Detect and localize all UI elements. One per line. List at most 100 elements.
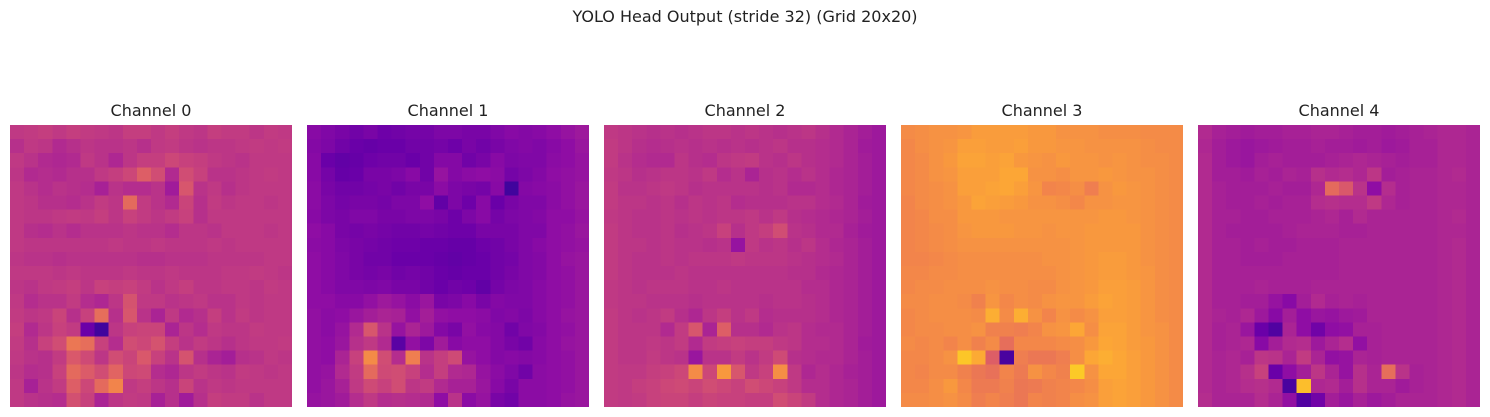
heatmap-cell [560, 181, 576, 196]
heatmap-cell [1126, 139, 1141, 154]
heatmap-cell [448, 266, 463, 281]
heatmap-cell [1353, 167, 1368, 182]
heatmap-cell [1324, 266, 1340, 281]
heatmap-cell [915, 195, 930, 210]
heatmap-cell [335, 181, 350, 196]
heatmap-cell [405, 266, 421, 281]
heatmap-cell [646, 336, 661, 351]
heatmap-cell [1296, 125, 1312, 140]
heatmap-cell [646, 237, 661, 253]
heatmap-cell [1212, 280, 1227, 295]
heatmap-cell [674, 195, 689, 210]
heatmap-cell [857, 195, 873, 210]
heatmap-cell [1451, 322, 1467, 337]
heatmap-cell [504, 266, 519, 281]
heatmap-cell [321, 139, 336, 154]
heatmap-cell [971, 336, 986, 351]
heatmap-cell [1070, 125, 1085, 140]
heatmap-cell [136, 378, 152, 394]
heatmap-cell [462, 153, 477, 168]
heatmap-cell [957, 181, 972, 196]
heatmap-cell [1070, 322, 1085, 337]
heatmap-cell [249, 308, 265, 323]
heatmap-cell [1423, 350, 1438, 365]
heatmap-cell [1042, 322, 1057, 337]
heatmap-cell [136, 153, 152, 168]
heatmap-cell [1226, 195, 1241, 210]
heatmap-cell [1126, 280, 1141, 295]
heatmap-cell [1381, 139, 1396, 154]
heatmap-cell [122, 378, 138, 394]
heatmap-cell [391, 322, 406, 337]
heatmap-cell [80, 308, 95, 323]
heatmap-cell [122, 322, 138, 337]
heatmap-cell [207, 392, 222, 407]
heatmap-cell [1437, 195, 1453, 210]
heatmap-cell [1112, 153, 1127, 168]
heatmap-cell [1042, 392, 1057, 407]
heatmap-cell [38, 237, 53, 253]
heatmap-cell [321, 153, 336, 168]
heatmap-cell [24, 294, 39, 309]
heatmap-cell [957, 195, 972, 210]
heatmap-cell [1268, 364, 1283, 380]
heatmap-cell [1042, 223, 1057, 239]
heatmap-cell [1437, 378, 1453, 394]
heatmap-cell [349, 223, 364, 239]
heatmap-cell [1353, 280, 1368, 295]
heatmap-cell [546, 125, 562, 140]
heatmap-cell [1140, 378, 1156, 394]
heatmap-cell [1437, 181, 1453, 196]
heatmap-cell [1140, 153, 1156, 168]
heatmap-cell [829, 378, 844, 394]
heatmap-cell [1254, 195, 1269, 210]
heatmap-cell [1168, 237, 1183, 253]
heatmap-cell [999, 266, 1015, 281]
heatmap-cell [985, 125, 1000, 140]
heatmap-cell [1013, 364, 1029, 380]
heatmap-cell [1268, 294, 1283, 309]
heatmap-cell [943, 181, 958, 196]
heatmap-cell [1268, 153, 1283, 168]
heatmap-cell [745, 167, 760, 182]
heatmap-cell [1409, 139, 1424, 154]
heatmap-cell [1254, 125, 1269, 140]
heatmap-cell [94, 209, 109, 224]
heatmap-cell [433, 251, 449, 267]
heatmap-cell [1423, 125, 1438, 140]
heatmap-cell [759, 308, 774, 323]
heatmap-cell [1437, 322, 1453, 337]
heatmap-cell [518, 280, 533, 295]
heatmap-cell [179, 237, 194, 253]
heatmap-cell [363, 350, 378, 365]
heatmap-cell [1437, 364, 1453, 380]
heatmap-cell [1154, 294, 1170, 309]
heatmap-cell [1126, 237, 1141, 253]
heatmap-cell [1310, 308, 1326, 323]
heatmap-cell [263, 350, 279, 365]
heatmap-cell [1212, 392, 1227, 407]
heatmap-cell [1042, 209, 1057, 224]
heatmap-cell [24, 237, 39, 253]
heatmap-cell [857, 350, 873, 365]
heatmap-cell [476, 350, 491, 365]
heatmap-cell [263, 167, 279, 182]
heatmap-cell [999, 308, 1015, 323]
heatmap-cell [1451, 350, 1467, 365]
heatmap-cell [1254, 266, 1269, 281]
heatmap-cell [943, 364, 958, 380]
heatmap-cell [490, 195, 505, 210]
heatmap-cell [207, 350, 222, 365]
heatmap-cell [1367, 223, 1382, 239]
heatmap-cell [1296, 153, 1312, 168]
heatmap-cell [1154, 237, 1170, 253]
heatmap-cell [773, 237, 788, 253]
heatmap-cell [532, 139, 547, 154]
heatmap-cell [871, 125, 886, 140]
heatmap-cell [773, 392, 788, 407]
heatmap-cell [1451, 308, 1467, 323]
heatmap-cell [1339, 195, 1354, 210]
heatmap-cell [52, 378, 67, 394]
heatmap-cell [490, 364, 505, 380]
heatmap-cell [490, 139, 505, 154]
